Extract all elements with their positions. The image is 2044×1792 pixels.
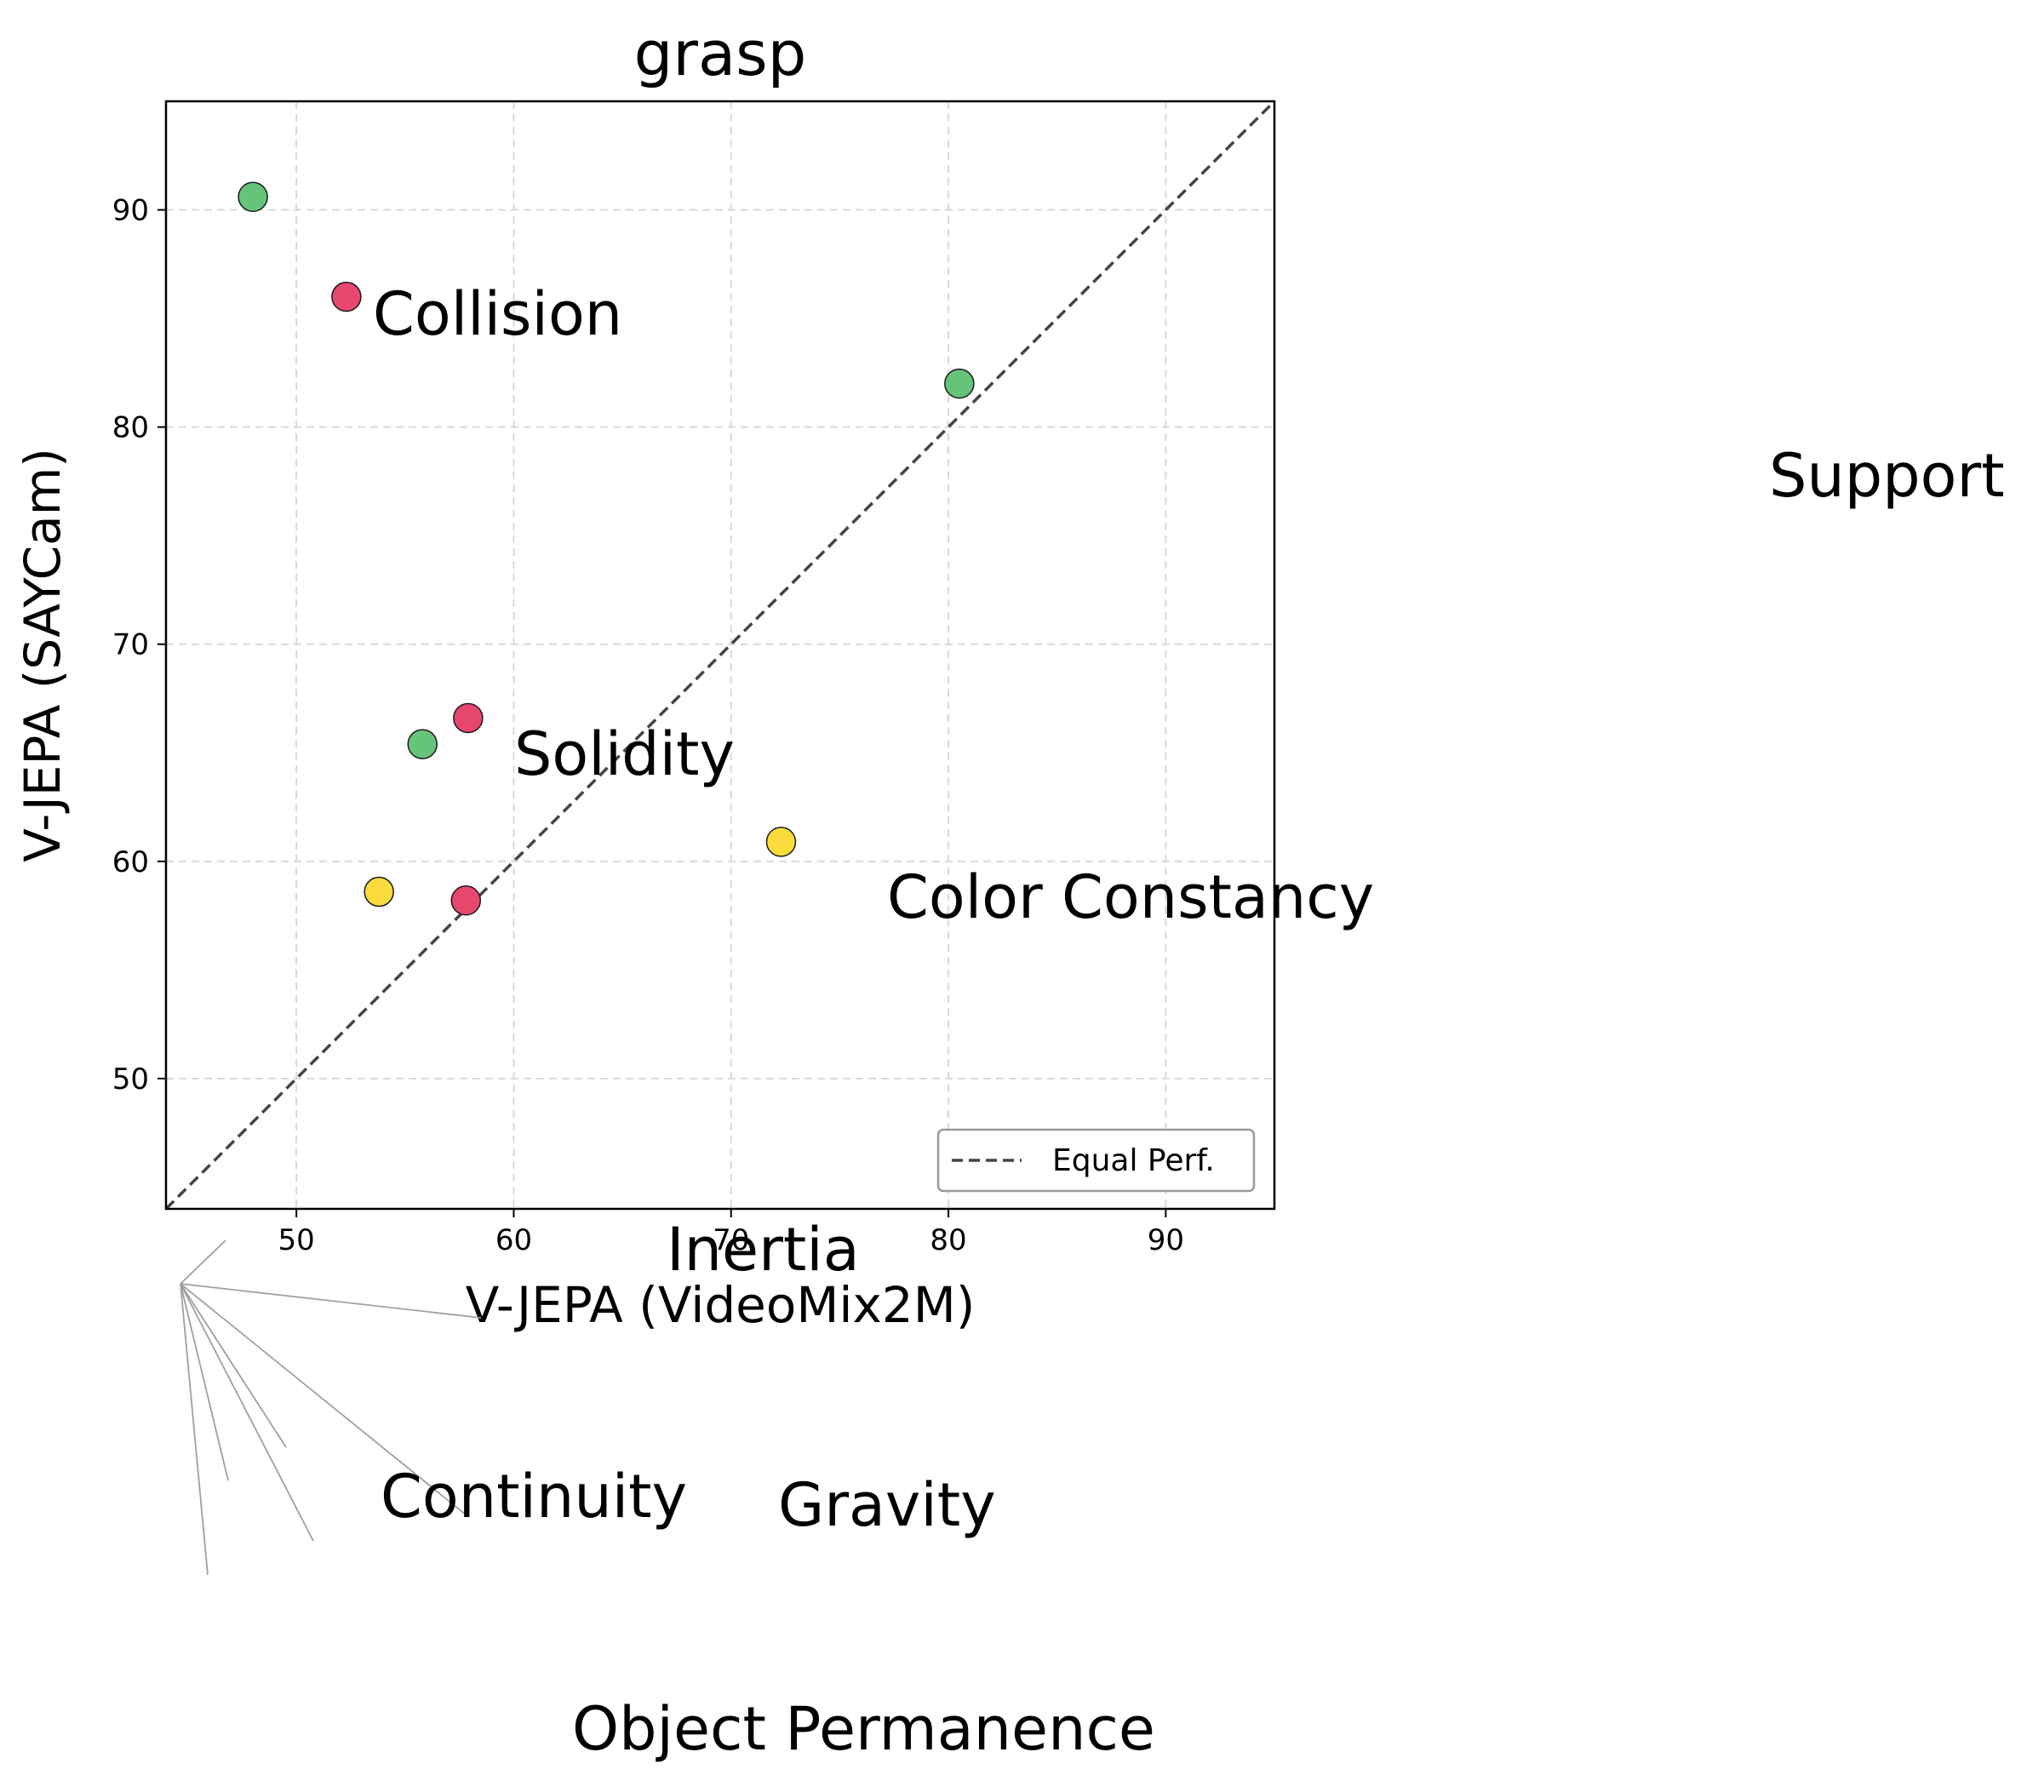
chart-title: grasp bbox=[634, 18, 807, 89]
legend-box bbox=[936, 1128, 1256, 1193]
annotation-leader-line bbox=[180, 1283, 229, 1481]
y-axis-label: V-JEPA (SAYCam) bbox=[14, 448, 72, 862]
x-tick-label: 90 bbox=[1148, 1223, 1184, 1257]
equal-performance-line bbox=[164, 100, 1276, 1211]
y-tick-label: 60 bbox=[112, 845, 149, 879]
data-point bbox=[331, 281, 362, 312]
annotation-label: Continuity bbox=[381, 1462, 687, 1532]
data-point bbox=[407, 729, 438, 759]
annotation-leader-line bbox=[180, 1283, 314, 1542]
data-point bbox=[238, 181, 268, 212]
y-tick-label: 90 bbox=[112, 194, 149, 228]
data-point bbox=[453, 702, 484, 734]
annotation-leader-line bbox=[180, 1283, 467, 1516]
annotation-label: Support bbox=[1769, 441, 2005, 511]
x-tick-label: 50 bbox=[278, 1223, 315, 1257]
x-axis-label: V-JEPA (VideoMix2M) bbox=[466, 1276, 976, 1334]
x-tick-label: 80 bbox=[930, 1223, 966, 1257]
y-tick-label: 50 bbox=[112, 1062, 149, 1096]
annotation-leader-line bbox=[180, 1283, 482, 1319]
x-tick-label: 70 bbox=[713, 1223, 749, 1257]
data-point bbox=[765, 827, 797, 857]
annotation-label: Object Permanence bbox=[572, 1694, 1155, 1764]
legend-label: Equal Perf. bbox=[1052, 1143, 1215, 1178]
annotation-leader-line bbox=[180, 1240, 226, 1285]
plot-frame bbox=[164, 100, 1276, 1211]
data-point bbox=[944, 368, 975, 399]
data-point bbox=[450, 885, 482, 916]
annotation-label: Solidity bbox=[514, 719, 735, 789]
x-tick-label: 60 bbox=[495, 1223, 532, 1257]
y-tick-label: 80 bbox=[112, 411, 149, 445]
annotation-leader-line bbox=[180, 1283, 209, 1576]
annotation-label: Inertia bbox=[667, 1215, 860, 1285]
annotation-label: Gravity bbox=[778, 1470, 996, 1540]
annotation-leader-line bbox=[180, 1283, 287, 1448]
y-tick-label: 70 bbox=[112, 628, 149, 662]
annotation-label: Color Constancy bbox=[887, 862, 1374, 932]
annotation-label: Collision bbox=[373, 279, 622, 349]
data-point bbox=[364, 876, 394, 907]
